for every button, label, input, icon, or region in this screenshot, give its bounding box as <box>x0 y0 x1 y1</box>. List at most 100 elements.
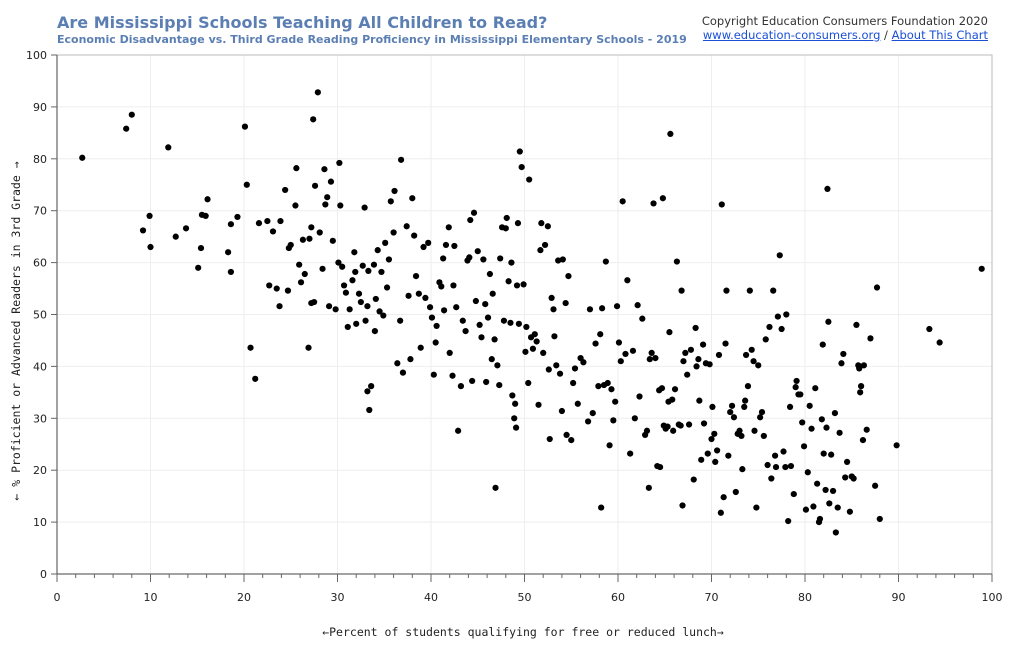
data-point[interactable] <box>718 201 725 208</box>
data-point[interactable] <box>553 362 560 369</box>
data-point[interactable] <box>551 333 558 340</box>
data-point[interactable] <box>462 328 469 335</box>
data-point[interactable] <box>820 450 827 457</box>
data-point[interactable] <box>622 350 629 358</box>
data-point[interactable] <box>643 427 651 434</box>
data-point[interactable] <box>592 340 599 347</box>
data-point[interactable] <box>544 223 551 230</box>
data-point[interactable] <box>822 486 829 494</box>
data-point[interactable] <box>505 278 512 285</box>
data-point[interactable] <box>440 255 447 262</box>
data-point[interactable] <box>580 359 587 366</box>
data-point[interactable] <box>282 186 289 194</box>
data-point[interactable] <box>858 383 865 390</box>
data-point[interactable] <box>353 320 360 327</box>
data-point[interactable] <box>355 290 363 297</box>
data-point[interactable] <box>652 354 659 362</box>
data-point[interactable] <box>139 227 147 234</box>
data-point[interactable] <box>405 292 412 299</box>
data-point[interactable] <box>202 212 209 219</box>
data-point[interactable] <box>438 283 445 290</box>
data-point[interactable] <box>682 349 689 357</box>
data-point[interactable] <box>503 214 510 222</box>
data-point[interactable] <box>742 397 749 404</box>
data-point[interactable] <box>195 264 202 271</box>
data-point[interactable] <box>876 515 883 523</box>
data-point[interactable] <box>394 360 401 367</box>
data-point[interactable] <box>612 398 619 405</box>
data-point[interactable] <box>774 313 781 320</box>
data-point[interactable] <box>639 315 646 322</box>
data-point[interactable] <box>397 317 404 324</box>
data-point[interactable] <box>540 349 547 357</box>
data-point[interactable] <box>714 447 721 454</box>
data-point[interactable] <box>783 311 790 318</box>
data-point[interactable] <box>327 178 335 185</box>
data-point[interactable] <box>417 344 424 351</box>
data-point[interactable] <box>739 466 746 473</box>
data-point[interactable] <box>978 265 985 272</box>
data-point[interactable] <box>750 358 757 365</box>
data-point[interactable] <box>474 248 481 255</box>
data-point[interactable] <box>339 263 346 270</box>
data-point[interactable] <box>760 432 767 440</box>
data-point[interactable] <box>780 448 787 455</box>
data-point[interactable] <box>316 229 323 236</box>
data-point[interactable] <box>520 281 527 288</box>
data-point[interactable] <box>325 303 333 310</box>
data-point[interactable] <box>684 371 691 378</box>
site-link[interactable]: www.education-consumers.org <box>702 28 881 42</box>
data-point[interactable] <box>667 130 674 137</box>
data-point[interactable] <box>255 220 263 227</box>
data-point[interactable] <box>378 268 385 276</box>
data-point[interactable] <box>776 252 783 259</box>
data-point[interactable] <box>762 336 769 343</box>
data-point[interactable] <box>741 403 748 410</box>
data-point[interactable] <box>816 515 824 523</box>
data-point[interactable] <box>814 480 821 487</box>
data-point[interactable] <box>273 285 280 292</box>
data-point[interactable] <box>690 476 697 483</box>
data-point[interactable] <box>671 386 679 393</box>
data-point[interactable] <box>658 385 666 392</box>
data-point[interactable] <box>608 386 615 393</box>
data-point[interactable] <box>546 435 553 443</box>
data-point[interactable] <box>382 239 389 246</box>
data-point[interactable] <box>276 303 283 310</box>
data-point[interactable] <box>818 416 825 423</box>
data-point[interactable] <box>486 270 494 278</box>
data-point[interactable] <box>712 458 719 465</box>
data-point[interactable] <box>466 254 473 261</box>
data-point[interactable] <box>359 262 366 269</box>
data-point[interactable] <box>819 341 826 348</box>
data-point[interactable] <box>695 356 702 363</box>
data-point[interactable] <box>595 383 602 390</box>
data-point[interactable] <box>370 261 378 268</box>
data-point[interactable] <box>252 375 259 382</box>
data-point[interactable] <box>550 306 557 313</box>
data-point[interactable] <box>634 302 641 309</box>
data-point[interactable] <box>562 299 569 307</box>
data-point[interactable] <box>565 272 572 280</box>
data-point[interactable] <box>834 504 841 511</box>
data-point[interactable] <box>736 427 743 434</box>
data-point[interactable] <box>629 347 637 354</box>
data-point[interactable] <box>518 164 525 171</box>
data-point[interactable] <box>513 282 521 289</box>
data-point[interactable] <box>433 322 440 330</box>
data-point[interactable] <box>574 400 581 407</box>
data-point[interactable] <box>673 258 681 265</box>
data-point[interactable] <box>771 452 779 459</box>
data-point[interactable] <box>610 417 617 424</box>
data-point[interactable] <box>717 509 724 516</box>
data-point[interactable] <box>351 249 358 256</box>
data-point[interactable] <box>860 362 868 369</box>
data-point[interactable] <box>301 270 308 278</box>
data-point[interactable] <box>842 474 849 481</box>
data-point[interactable] <box>631 415 638 422</box>
data-point[interactable] <box>372 295 379 303</box>
data-point[interactable] <box>770 287 777 294</box>
data-point[interactable] <box>556 370 564 377</box>
data-point[interactable] <box>292 202 299 209</box>
data-point[interactable] <box>656 463 664 471</box>
